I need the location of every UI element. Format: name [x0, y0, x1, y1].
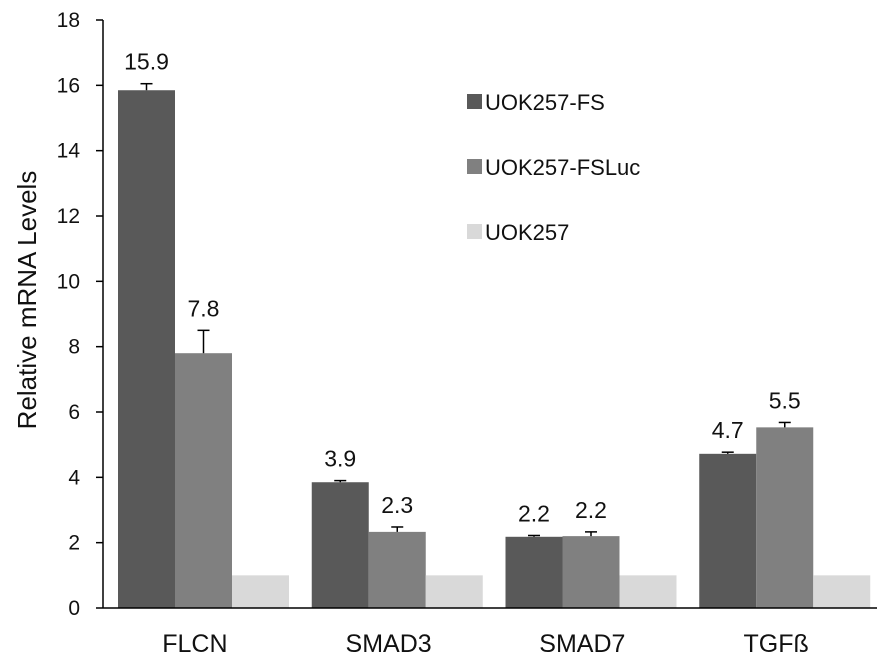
category-label: TGFß: [743, 630, 808, 658]
data-label: 2.3: [381, 492, 413, 518]
y-axis-label: Relative mRNA Levels: [12, 171, 42, 430]
legend-swatch: [467, 224, 482, 239]
y-tick-label: 14: [57, 140, 81, 163]
y-tick-label: 8: [68, 336, 80, 359]
error-bars: [140, 82, 791, 537]
y-tick-label: 0: [68, 597, 80, 620]
data-label: 2.2: [518, 500, 550, 526]
bar-uok257-tgfß: [813, 575, 871, 608]
bar-uok257-fs-smad3: [311, 482, 369, 608]
data-label: 3.9: [324, 446, 356, 472]
legend-label: UOK257-FSLuc: [485, 155, 640, 180]
bar-uok257-flcn: [232, 575, 289, 608]
legend-label: UOK257-FS: [485, 90, 605, 115]
category-label: SMAD7: [539, 630, 625, 658]
category-label: SMAD3: [346, 630, 432, 658]
y-axis-ticks: 0 2 4 6 8 10 12 14 16 18: [57, 9, 103, 620]
y-tick-label: 12: [57, 205, 80, 228]
bar-uok257-smad7: [619, 575, 677, 608]
bar-uok257-fs-tgfß: [699, 453, 757, 608]
bars: [118, 90, 871, 608]
y-tick-label: 16: [57, 74, 80, 97]
category-labels: FLCN SMAD3 SMAD7 TGFß: [162, 630, 809, 658]
data-label: 7.8: [188, 295, 220, 321]
bar-uok257-smad3: [425, 575, 483, 608]
bar-uok257-fsluc-smad3: [368, 531, 426, 608]
data-label: 15.9: [124, 49, 169, 75]
y-tick-label: 6: [68, 401, 80, 424]
data-label: 4.7: [712, 417, 744, 443]
y-tick-label: 18: [57, 9, 80, 32]
legend: UOK257-FS UOK257-FSLuc UOK257: [467, 90, 640, 245]
bar-uok257-fs-smad7: [505, 536, 563, 608]
bar-uok257-fsluc-smad7: [562, 536, 620, 608]
category-label: FLCN: [162, 630, 227, 658]
legend-swatch: [467, 159, 482, 174]
bar-uok257-fsluc-tgfß: [756, 427, 814, 608]
bar-uok257-fsluc-flcn: [175, 353, 232, 608]
y-tick-label: 2: [68, 532, 80, 555]
legend-swatch: [467, 94, 482, 109]
legend-label: UOK257: [485, 220, 569, 245]
y-tick-label: 4: [68, 466, 80, 489]
bar-uok257-fs-flcn: [118, 90, 175, 608]
y-tick-label: 10: [57, 270, 80, 293]
data-label: 2.2: [575, 497, 607, 523]
data-labels: 15.9 7.8 3.9 2.3 2.2 2.2 4.7 5.5: [124, 49, 801, 527]
data-label: 5.5: [769, 387, 801, 413]
